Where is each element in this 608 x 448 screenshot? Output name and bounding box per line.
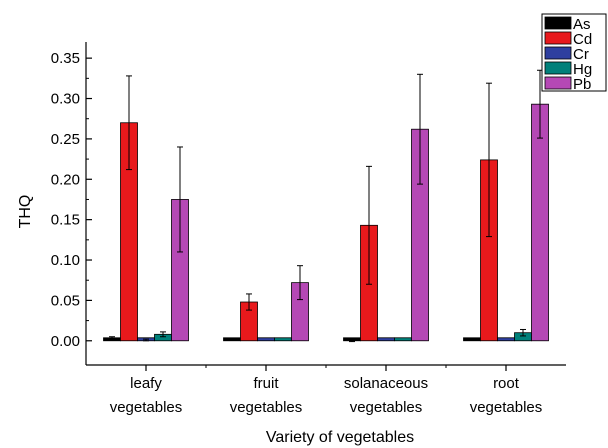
legend-label-cd: Cd <box>573 31 592 48</box>
x-tick-label: vegetables <box>470 399 543 416</box>
x-tick-label: vegetables <box>110 399 183 416</box>
legend-swatch-cr <box>544 46 572 60</box>
legend-swatch-hg <box>544 61 572 75</box>
bar-cr <box>257 337 275 342</box>
bar-cr <box>497 337 515 342</box>
legend-swatch-as <box>544 16 572 30</box>
y-tick-label: 0.10 <box>51 252 80 269</box>
bar-hg <box>394 337 412 342</box>
x-axis-title: Variety of vegetables <box>266 429 414 446</box>
legend-label-pb: Pb <box>573 76 591 93</box>
bar-cr <box>377 337 395 342</box>
legend-swatch-cd <box>544 31 572 45</box>
bar-hg <box>274 337 292 342</box>
y-tick-label: 0.05 <box>51 292 80 309</box>
y-tick-label: 0.20 <box>51 171 80 188</box>
y-tick-label: 0.25 <box>51 131 80 148</box>
x-tick-label: leafy <box>130 375 162 392</box>
x-tick-label: root <box>493 375 520 392</box>
y-axis-title: THQ <box>17 195 34 229</box>
y-tick-label: 0.15 <box>51 212 80 229</box>
x-tick-label: fruit <box>253 375 279 392</box>
legend-label-cr: Cr <box>573 46 589 63</box>
x-tick-label: vegetables <box>350 399 423 416</box>
x-tick-label: solanaceous <box>344 375 428 392</box>
bar-pb <box>531 103 549 342</box>
x-tick-label: vegetables <box>230 399 303 416</box>
legend-label-as: As <box>573 16 591 33</box>
bar-as <box>463 337 481 342</box>
legend-label-hg: Hg <box>573 61 592 78</box>
legend-swatch-pb <box>544 76 572 90</box>
bar-as <box>223 337 241 342</box>
y-tick-label: 0.35 <box>51 50 80 67</box>
y-tick-label: 0.30 <box>51 91 80 108</box>
y-tick-label: 0.00 <box>51 333 80 350</box>
